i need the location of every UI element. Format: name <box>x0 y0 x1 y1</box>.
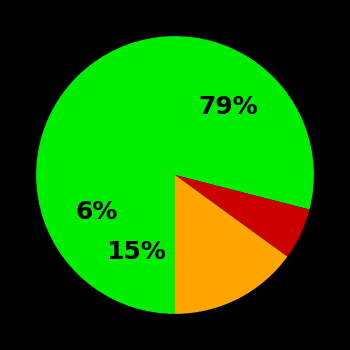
Text: 15%: 15% <box>106 240 166 264</box>
Text: 79%: 79% <box>198 95 258 119</box>
Text: 6%: 6% <box>76 199 118 224</box>
Wedge shape <box>175 175 309 257</box>
Wedge shape <box>175 175 287 314</box>
Wedge shape <box>36 36 314 314</box>
